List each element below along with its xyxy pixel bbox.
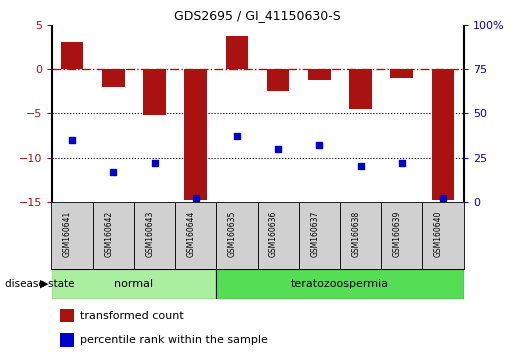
Text: GSM160637: GSM160637: [311, 211, 319, 257]
Bar: [52, 269, 216, 299]
Bar: [102, 69, 125, 87]
Point: [398, 160, 406, 166]
Text: GSM160639: GSM160639: [393, 211, 402, 257]
Bar: [432, 69, 454, 200]
Bar: [93, 202, 134, 269]
Text: GSM160640: GSM160640: [434, 211, 443, 257]
Point: [150, 160, 159, 166]
Bar: [216, 202, 258, 269]
Point: [439, 195, 447, 201]
Bar: [60, 333, 74, 347]
Text: disease state: disease state: [5, 279, 75, 289]
Bar: [52, 202, 93, 269]
Text: ▶: ▶: [40, 279, 48, 289]
Point: [315, 142, 323, 148]
Bar: [60, 309, 74, 322]
Text: percentile rank within the sample: percentile rank within the sample: [80, 335, 268, 346]
Point: [274, 146, 282, 152]
Point: [356, 164, 365, 169]
Text: transformed count: transformed count: [80, 310, 184, 321]
Bar: [267, 69, 289, 91]
Title: GDS2695 / GI_41150630-S: GDS2695 / GI_41150630-S: [174, 9, 341, 22]
Text: teratozoospermia: teratozoospermia: [291, 279, 389, 289]
Point: [192, 195, 200, 201]
Bar: [61, 42, 83, 69]
Bar: [226, 36, 248, 69]
Bar: [216, 269, 464, 299]
Bar: [349, 69, 372, 109]
Bar: [175, 202, 216, 269]
Point: [233, 133, 241, 139]
Bar: [143, 69, 166, 115]
Text: GSM160638: GSM160638: [352, 211, 360, 257]
Bar: [422, 202, 464, 269]
Text: GSM160644: GSM160644: [187, 211, 196, 257]
Bar: [390, 69, 413, 78]
Bar: [308, 69, 331, 80]
Bar: [381, 202, 422, 269]
Text: GSM160635: GSM160635: [228, 211, 237, 257]
Bar: [134, 202, 175, 269]
Point: [109, 169, 117, 175]
Bar: [184, 69, 207, 200]
Text: GSM160643: GSM160643: [146, 211, 154, 257]
Bar: [340, 202, 381, 269]
Bar: [258, 202, 299, 269]
Bar: [299, 202, 340, 269]
Text: GSM160642: GSM160642: [105, 211, 113, 257]
Text: GSM160636: GSM160636: [269, 211, 278, 257]
Point: [68, 137, 76, 143]
Text: GSM160641: GSM160641: [63, 211, 72, 257]
Text: normal: normal: [114, 279, 153, 289]
